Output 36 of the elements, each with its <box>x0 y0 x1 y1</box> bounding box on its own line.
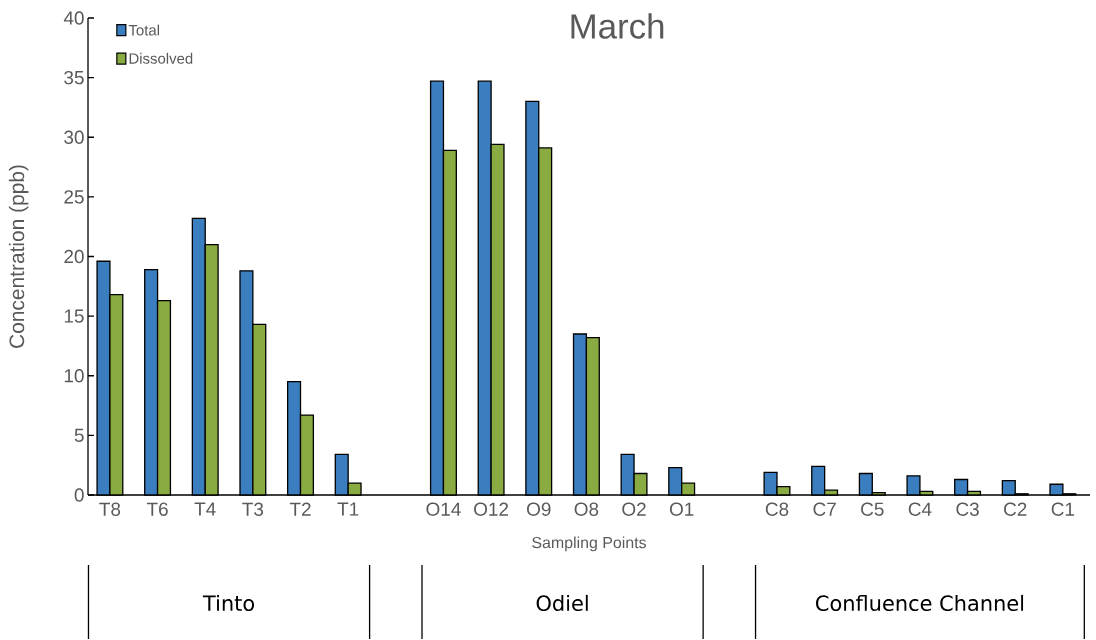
y-axis-title: Concentration (ppb) <box>8 165 29 349</box>
x-tick-label: T8 <box>99 502 121 517</box>
legend-label: Total <box>128 24 159 36</box>
x-tick-label: O1 <box>669 502 694 517</box>
x-tick-label: C8 <box>765 502 789 517</box>
x-tick-label: O9 <box>527 502 551 517</box>
x-tick-label: T2 <box>289 502 311 516</box>
x-tick-label: O2 <box>622 502 646 517</box>
y-tick-label: 35 <box>64 71 84 85</box>
x-axis-title: Sampling Points <box>532 536 646 552</box>
text: Tinto <box>202 595 255 612</box>
y-tick-label: 25 <box>64 190 84 204</box>
x-tick-label: C4 <box>908 502 932 517</box>
legend-label: Dissolved <box>129 53 193 65</box>
x-tick-label: C1 <box>1051 502 1075 517</box>
x-tick-label: C7 <box>813 502 836 517</box>
text: Odiel <box>536 595 588 612</box>
y-tick-label: 20 <box>64 249 84 264</box>
x-tick-label: C3 <box>956 502 979 517</box>
text: Confluence Channel <box>816 595 1024 612</box>
y-tick-label: 10 <box>64 369 84 383</box>
x-tick-label: O12 <box>474 502 509 517</box>
x-tick-label: T6 <box>146 502 168 517</box>
y-tick-label: 0 <box>74 488 84 502</box>
y-tick-label: 40 <box>63 11 84 25</box>
x-tick-label: C5 <box>861 502 884 517</box>
x-tick-label: C2 <box>1004 502 1027 517</box>
y-tick-label: 5 <box>74 428 84 443</box>
x-tick-label: T1 <box>337 502 359 516</box>
x-tick-label: O14 <box>426 502 461 517</box>
x-tick-label: O8 <box>574 502 599 517</box>
x-tick-label: T3 <box>242 502 264 517</box>
chart-title: March <box>571 13 664 39</box>
y-tick-label: 15 <box>64 309 84 323</box>
x-tick-label: T4 <box>194 502 216 516</box>
y-tick-label: 30 <box>64 130 84 145</box>
